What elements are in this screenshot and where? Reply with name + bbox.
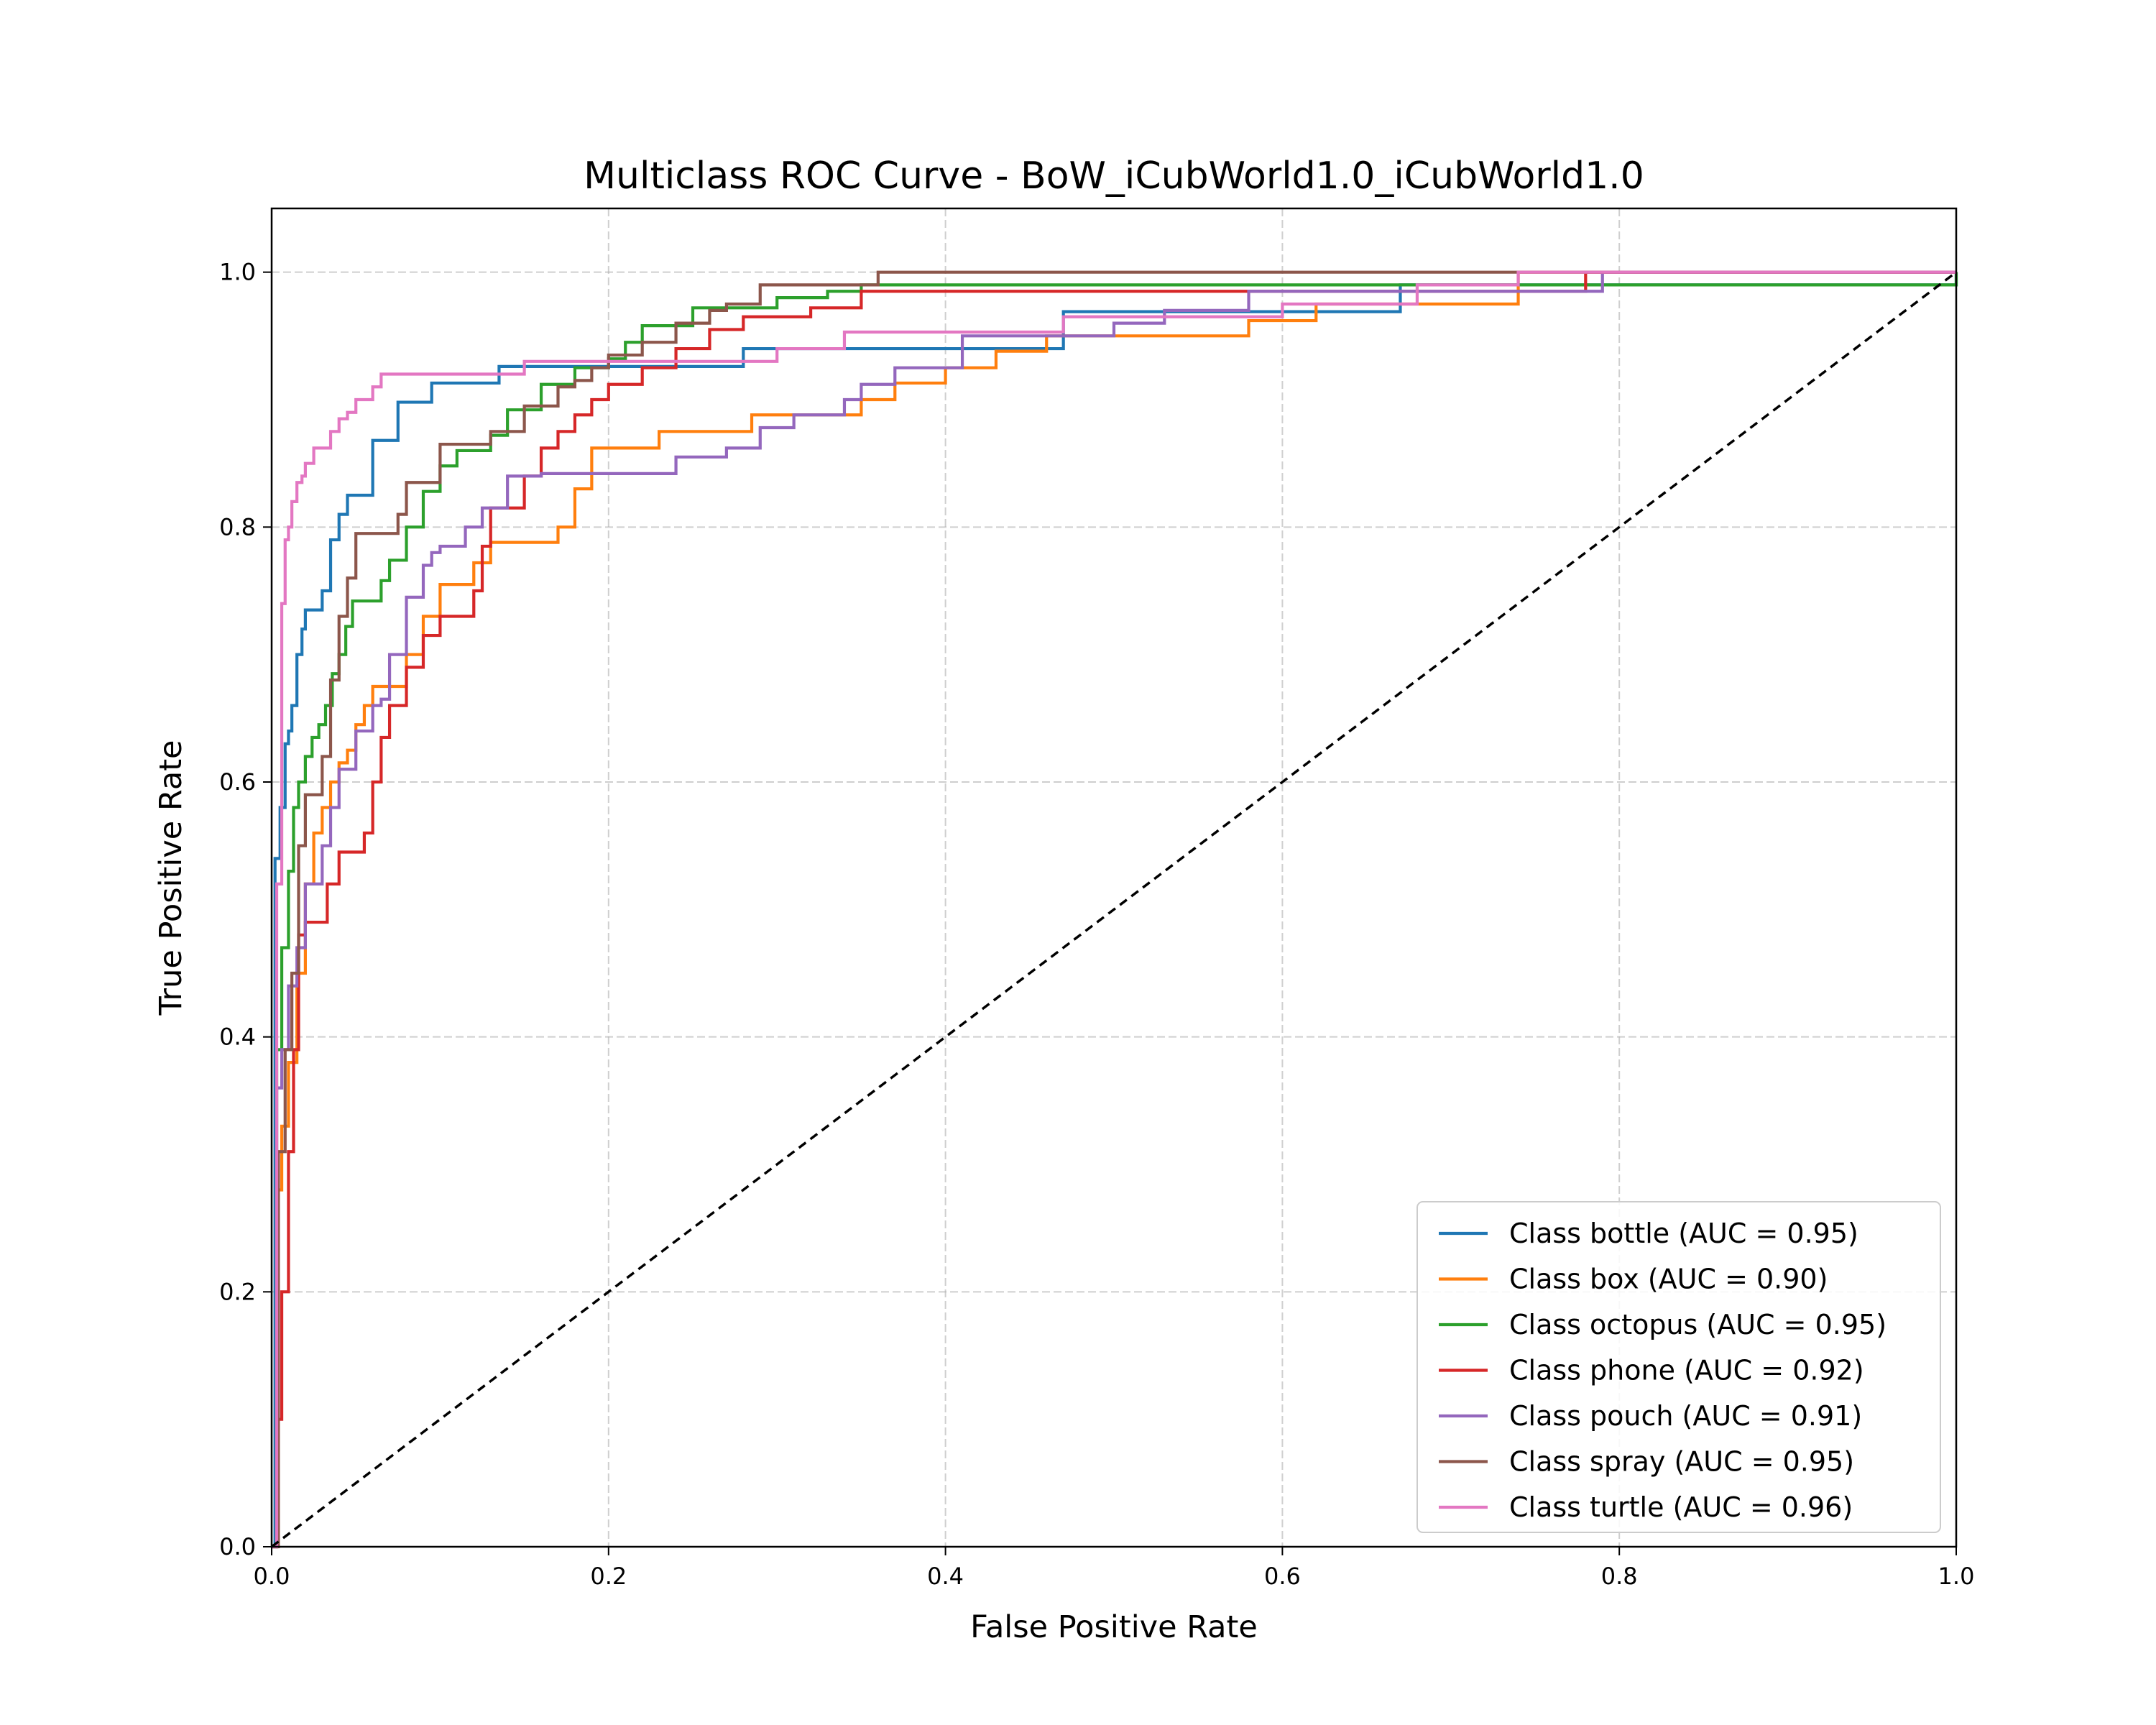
legend-label-3: Class phone (AUC = 0.92) — [1509, 1355, 1864, 1386]
y-tick-label: 0.4 — [219, 1024, 256, 1051]
y-tick-label: 0.8 — [219, 513, 256, 540]
x-tick-label: 0.8 — [1601, 1563, 1638, 1590]
legend-label-5: Class spray (AUC = 0.95) — [1509, 1446, 1854, 1478]
legend-label-0: Class bottle (AUC = 0.95) — [1509, 1218, 1858, 1249]
legend: Class bottle (AUC = 0.95) Class box (AUC … — [1416, 1201, 1941, 1533]
series-line-6 — [272, 270, 1956, 1549]
x-tick-label: 0.0 — [254, 1563, 290, 1590]
series-line-2 — [272, 272, 1958, 1549]
axis-ticks: 0.0 0.2 0.4 0.6 0.8 1.0 0.0 0.2 0.4 0.6 0.8 1.0 — [219, 259, 1974, 1590]
x-tick-label: 0.4 — [927, 1563, 964, 1590]
x-tick-label: 1.0 — [1938, 1563, 1975, 1590]
series-line-4 — [272, 270, 1956, 1549]
y-axis-label: True Positive Rate — [153, 740, 189, 1016]
x-tick-label: 0.2 — [590, 1563, 627, 1590]
y-tick-label: 0.2 — [219, 1278, 256, 1305]
legend-box — [1416, 1201, 1941, 1533]
diagonal-reference-line — [270, 271, 1958, 1548]
series-line-1 — [272, 270, 1956, 1549]
plot-frame — [270, 207, 1958, 1548]
legend-label-1: Class box (AUC = 0.90) — [1509, 1264, 1828, 1295]
y-tick-label: 0.6 — [219, 768, 256, 796]
legend-label-2: Class octopus (AUC = 0.95) — [1509, 1309, 1886, 1340]
y-tick-label: 1.0 — [219, 259, 256, 286]
x-axis-label: False Positive Rate — [970, 1609, 1258, 1645]
legend-label-6: Class turtle (AUC = 0.96) — [1509, 1491, 1853, 1523]
series-layer — [270, 270, 1958, 1549]
x-tick-label: 0.6 — [1264, 1563, 1301, 1590]
y-tick-label: 0.0 — [219, 1533, 256, 1560]
chart-title: Multiclass ROC Curve - BoW_iCubWorld1.0_… — [584, 155, 1644, 198]
legend-label-4: Class pouch (AUC = 0.91) — [1509, 1400, 1862, 1432]
series-line-5 — [272, 270, 1956, 1549]
series-line-0 — [272, 272, 1958, 1549]
